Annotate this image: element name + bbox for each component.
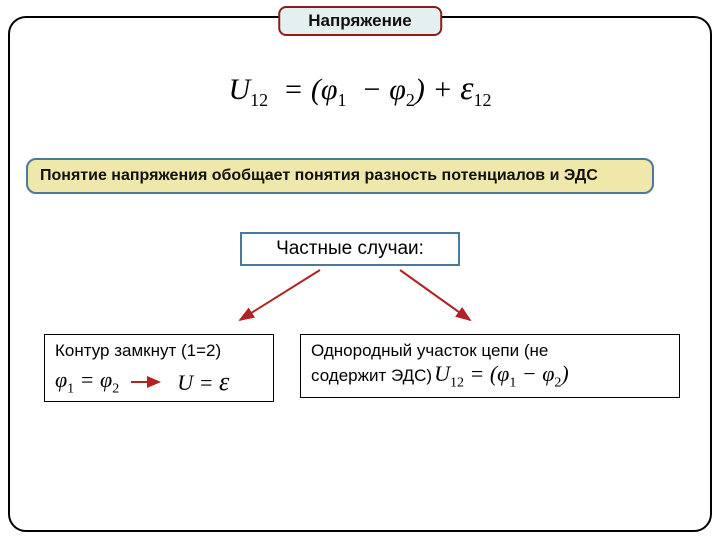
case-right-label: Однородный участок цепи (не содержит ЭДС… <box>311 341 669 393</box>
definition-box: Понятие напряжения обобщает понятия разн… <box>26 158 654 194</box>
case-left-box: Контур замкнут (1=2) φ1 = φ2 U = ε <box>44 334 274 402</box>
case-right-formula: U12 = (φ1 − φ2) <box>434 361 569 392</box>
title-badge: Напряжение <box>278 6 442 36</box>
case-right-box: Однородный участок цепи (не содержит ЭДС… <box>300 334 680 398</box>
implies-arrow-icon <box>129 374 167 390</box>
case-left-formula: φ1 = φ2 U = ε <box>55 367 263 397</box>
case-left-label: Контур замкнут (1=2) <box>55 341 263 361</box>
main-formula: U12 = (φ1 − φ2) + ε12 <box>228 70 491 111</box>
cases-title-box: Частные случаи: <box>240 232 460 266</box>
